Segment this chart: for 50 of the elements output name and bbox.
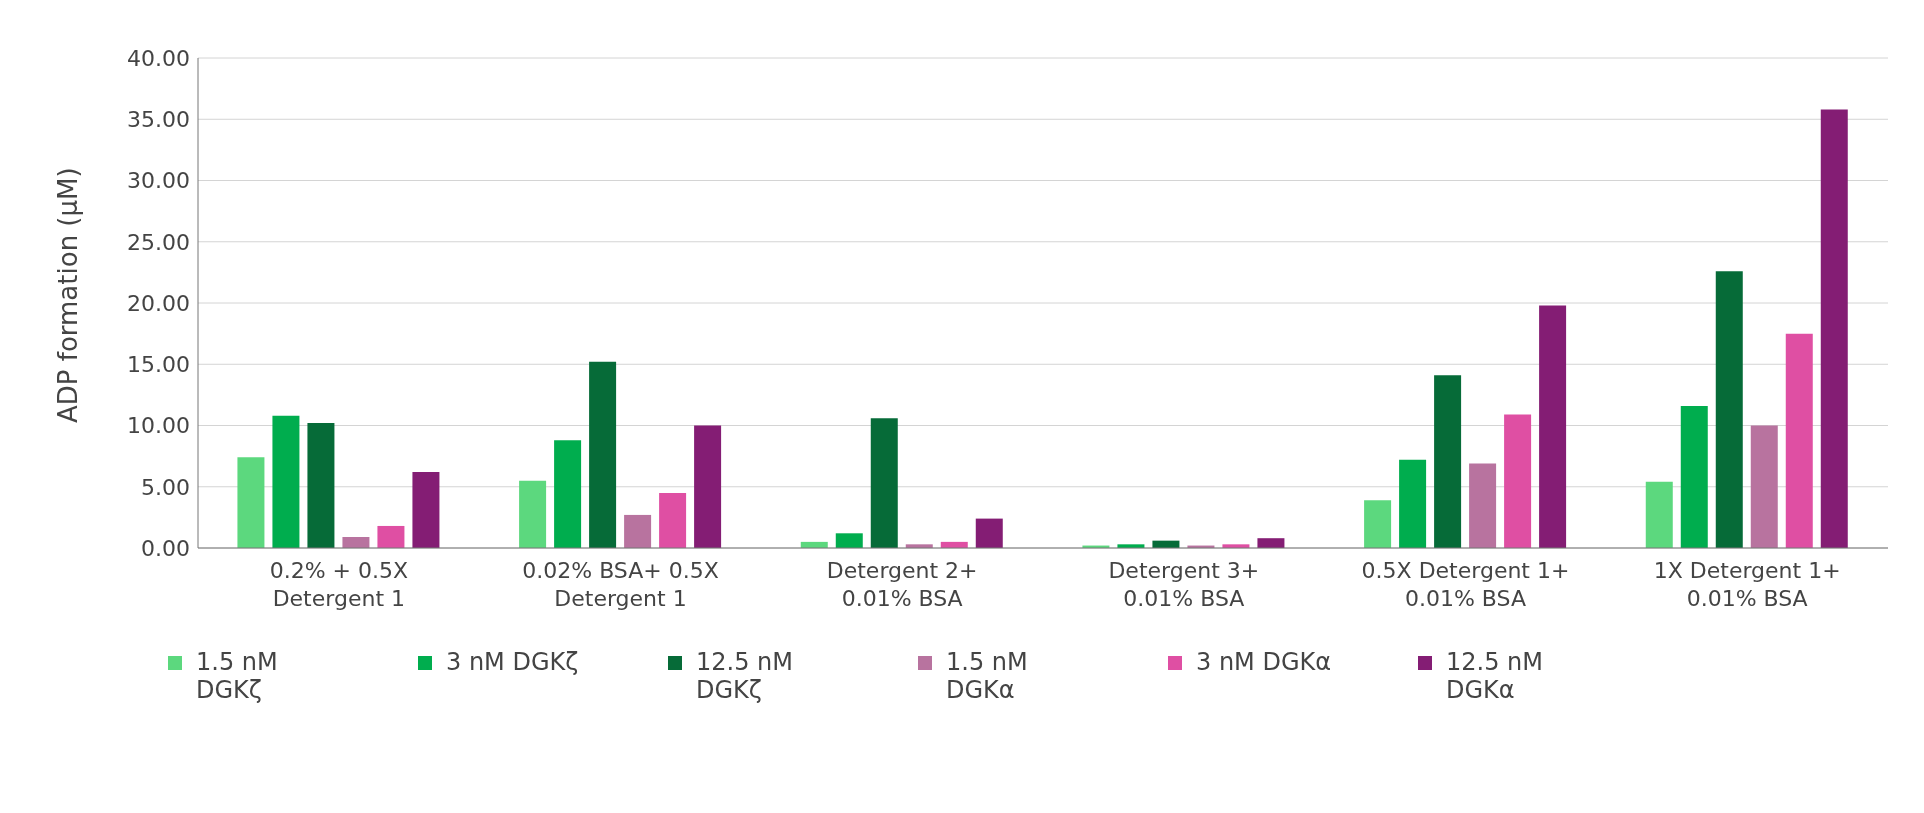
bar <box>975 518 1003 548</box>
y-tick-label: 20.00 <box>127 290 190 316</box>
y-tick-label: 10.00 <box>127 413 190 439</box>
bar <box>624 514 652 548</box>
y-tick-label: 0.00 <box>141 535 190 561</box>
bar <box>554 440 582 548</box>
bar <box>342 536 370 548</box>
x-tick-label: Detergent 3+ 0.01% BSA <box>1108 558 1260 611</box>
y-tick-label: 25.00 <box>127 229 190 255</box>
bar <box>377 525 405 548</box>
bar <box>1434 375 1462 548</box>
x-tick-label: 1X Detergent 1+ 0.01% BSA <box>1653 558 1841 611</box>
legend-label: 3 nM DGKα <box>1196 648 1333 676</box>
bar <box>1680 405 1708 548</box>
bar <box>1469 463 1497 548</box>
bar <box>870 418 898 548</box>
x-tick-label: 0.2% + 0.5X Detergent 1 <box>269 558 409 611</box>
y-axis-title: ADP formation (µM) <box>53 167 84 423</box>
bar <box>237 457 265 548</box>
bar <box>272 415 300 548</box>
x-tick-label: 0.02% BSA+ 0.5X Detergent 1 <box>522 558 719 611</box>
bar <box>1645 481 1673 548</box>
bar <box>1750 425 1778 548</box>
bar <box>1785 333 1813 548</box>
y-tick-label: 35.00 <box>127 107 190 133</box>
bar <box>412 472 440 548</box>
bar <box>589 361 617 548</box>
y-tick-label: 30.00 <box>127 168 190 194</box>
bar <box>1257 538 1285 548</box>
bar <box>1504 414 1532 548</box>
bar <box>519 480 547 548</box>
bar <box>1539 305 1567 548</box>
bar <box>1820 109 1848 548</box>
y-tick-label: 40.00 <box>127 45 190 71</box>
x-tick-label: Detergent 2+ 0.01% BSA <box>826 558 978 611</box>
legend-label: 12.5 nM DGKζ <box>696 648 794 704</box>
legend-label: 1.5 nM DGKζ <box>196 648 279 704</box>
bar <box>659 492 687 548</box>
bar <box>1715 271 1743 548</box>
bar <box>835 533 863 548</box>
bar <box>1364 500 1392 548</box>
legend-label: 12.5 nM DGKα <box>1446 648 1544 704</box>
bar <box>307 423 335 548</box>
x-tick-label: 0.5X Detergent 1+ 0.01% BSA <box>1361 558 1570 611</box>
y-tick-label: 5.00 <box>141 474 190 500</box>
legend-label: 1.5 nM DGKα <box>946 648 1029 704</box>
legend-label: 3 nM DGKζ <box>446 648 580 676</box>
bar <box>1399 459 1427 548</box>
bar <box>694 425 722 548</box>
y-tick-label: 15.00 <box>127 352 190 378</box>
